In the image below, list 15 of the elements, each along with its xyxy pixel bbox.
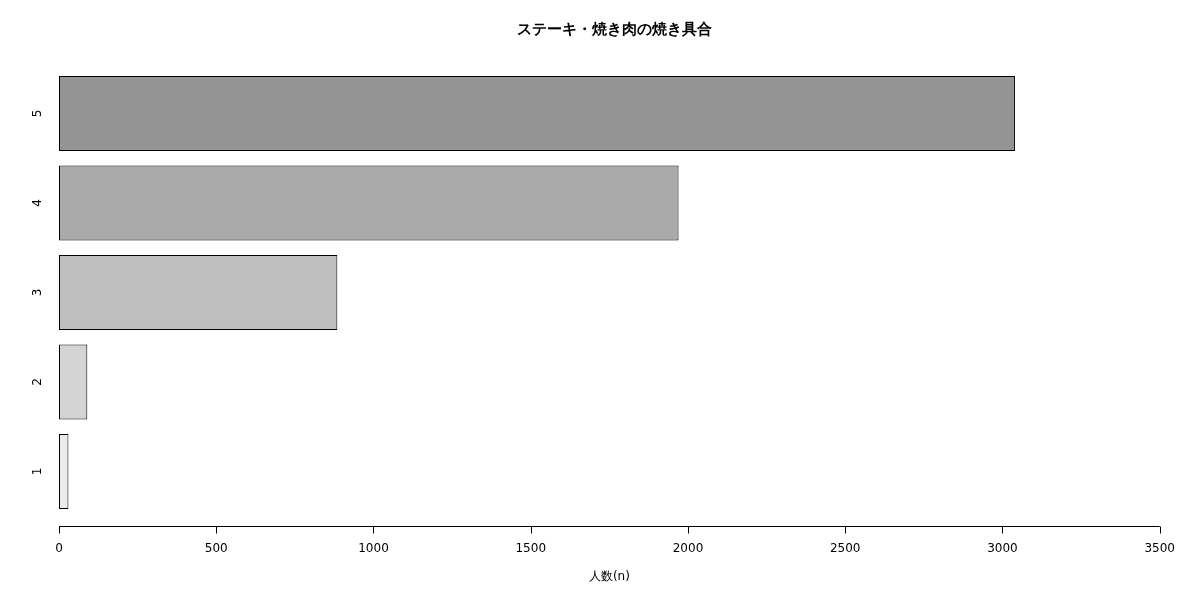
x-tick-label: 3000 (987, 540, 1018, 555)
x-tick-label: 2500 (829, 540, 861, 555)
x-tick-label: 2000 (672, 540, 704, 555)
y-tick-label: 1 (30, 467, 45, 476)
y-tick-label: 5 (30, 109, 45, 118)
x-axis-title: 人数(n) (588, 568, 630, 583)
x-tick-label: 3500 (1144, 540, 1175, 555)
y-tick-label: 3 (30, 288, 45, 297)
y-tick-label: 4 (30, 199, 45, 207)
x-tick-label: 0 (55, 540, 63, 555)
y-tick-label: 2 (30, 378, 45, 386)
chart-title: ステーキ・焼き肉の焼き具合 (517, 19, 713, 38)
x-tick-label: 500 (204, 540, 228, 555)
x-tick-label: 1500 (515, 540, 547, 555)
x-tick-label: 1000 (358, 540, 389, 555)
